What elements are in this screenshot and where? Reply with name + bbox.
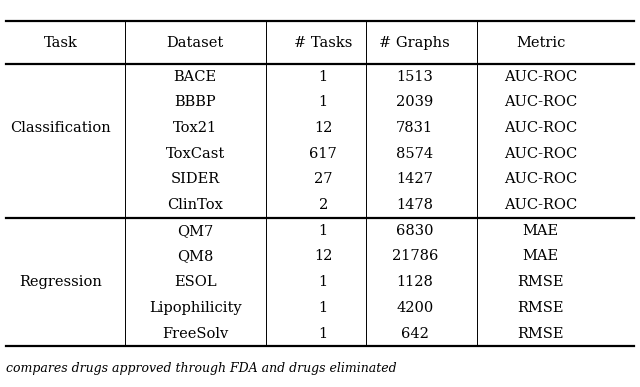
Text: 8574: 8574 xyxy=(396,147,433,161)
Text: AUC-ROC: AUC-ROC xyxy=(504,121,577,135)
Text: FreeSolv: FreeSolv xyxy=(162,327,228,341)
Text: Metric: Metric xyxy=(516,36,566,50)
Text: 1128: 1128 xyxy=(396,275,433,289)
Text: 12: 12 xyxy=(314,121,332,135)
Text: ClinTox: ClinTox xyxy=(167,198,223,212)
Text: 6830: 6830 xyxy=(396,224,433,238)
Text: 1: 1 xyxy=(319,224,328,238)
Text: QM7: QM7 xyxy=(177,224,213,238)
Text: AUC-ROC: AUC-ROC xyxy=(504,173,577,187)
Text: 1427: 1427 xyxy=(396,173,433,187)
Text: BBBP: BBBP xyxy=(174,95,216,110)
Text: 1: 1 xyxy=(319,70,328,84)
Text: Tox21: Tox21 xyxy=(173,121,217,135)
Text: Task: Task xyxy=(44,36,77,50)
Text: 1: 1 xyxy=(319,327,328,341)
Text: 617: 617 xyxy=(309,147,337,161)
Text: Dataset: Dataset xyxy=(166,36,224,50)
Text: 2: 2 xyxy=(319,198,328,212)
Text: QM8: QM8 xyxy=(177,250,213,264)
Text: ESOL: ESOL xyxy=(174,275,216,289)
Text: RMSE: RMSE xyxy=(518,301,564,315)
Text: Classification: Classification xyxy=(10,121,111,135)
Text: MAE: MAE xyxy=(523,224,559,238)
Text: BACE: BACE xyxy=(173,70,217,84)
Text: 4200: 4200 xyxy=(396,301,433,315)
Text: RMSE: RMSE xyxy=(518,275,564,289)
Text: 27: 27 xyxy=(314,173,332,187)
Text: AUC-ROC: AUC-ROC xyxy=(504,147,577,161)
Text: 1: 1 xyxy=(319,301,328,315)
Text: 1: 1 xyxy=(319,275,328,289)
Text: compares drugs approved through FDA and drugs eliminated: compares drugs approved through FDA and … xyxy=(6,362,397,375)
Text: Regression: Regression xyxy=(19,275,102,289)
Text: Lipophilicity: Lipophilicity xyxy=(149,301,241,315)
Text: 7831: 7831 xyxy=(396,121,433,135)
Text: AUC-ROC: AUC-ROC xyxy=(504,70,577,84)
Text: # Tasks: # Tasks xyxy=(294,36,353,50)
Text: 2039: 2039 xyxy=(396,95,433,110)
Text: MAE: MAE xyxy=(523,250,559,264)
Text: RMSE: RMSE xyxy=(518,327,564,341)
Text: 12: 12 xyxy=(314,250,332,264)
Text: AUC-ROC: AUC-ROC xyxy=(504,95,577,110)
Text: 1: 1 xyxy=(319,95,328,110)
Text: 21786: 21786 xyxy=(392,250,438,264)
Text: 642: 642 xyxy=(401,327,429,341)
Text: SIDER: SIDER xyxy=(171,173,220,187)
Text: ToxCast: ToxCast xyxy=(166,147,225,161)
Text: 1513: 1513 xyxy=(396,70,433,84)
Text: AUC-ROC: AUC-ROC xyxy=(504,198,577,212)
Text: 1478: 1478 xyxy=(396,198,433,212)
Text: # Graphs: # Graphs xyxy=(380,36,450,50)
